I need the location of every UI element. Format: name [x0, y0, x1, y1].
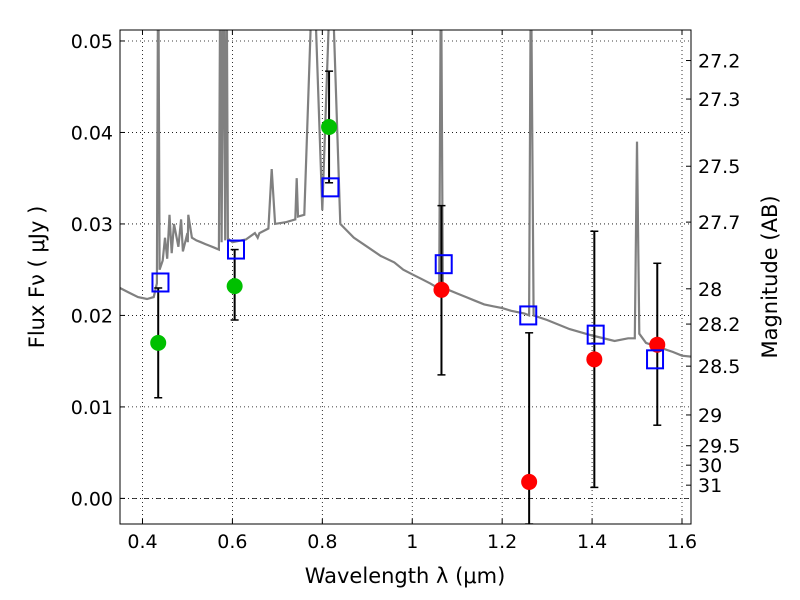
magnitude-tick-label: 27.7 — [698, 212, 740, 234]
magnitude-tick-label: 31 — [698, 475, 722, 497]
magnitude-tick-label: 28.2 — [698, 314, 740, 336]
magnitude-tick-label: 29 — [698, 405, 722, 427]
red-data-point — [433, 281, 450, 298]
x-tick-label: 0.8 — [307, 531, 337, 553]
model-square-marker — [321, 177, 340, 198]
x-tick-label: 1.4 — [577, 531, 607, 553]
plot-frame — [119, 29, 692, 525]
magnitude-tick-label: 27.5 — [698, 156, 740, 178]
y-axis-ticks: 0.00 0.01 0.02 0.03 0.04 0.05 — [71, 31, 125, 510]
x-tick-label: 1.2 — [487, 531, 517, 553]
y-tick-label: 0.01 — [71, 397, 113, 419]
magnitude-tick-label: 28 — [698, 279, 722, 301]
y-tick-label: 0.03 — [71, 214, 113, 236]
model-square-marker — [434, 254, 453, 275]
model-square-marker — [151, 272, 170, 293]
model-square-marker — [586, 324, 605, 345]
model-square-marker — [646, 349, 665, 370]
red-data-point — [521, 473, 538, 490]
red-data-point — [649, 336, 666, 353]
magnitude-tick-label: 30 — [698, 455, 722, 477]
magnitude-tick-label: 27.3 — [698, 89, 740, 111]
green-data-point — [150, 334, 167, 351]
magnitude-tick-label: 28.5 — [698, 356, 740, 378]
model-square-marker — [519, 305, 538, 326]
model-square-marker — [226, 239, 245, 260]
y-axis-label: Flux Fν ( μJy ) — [25, 206, 49, 349]
y-tick-label: 0.05 — [71, 31, 113, 53]
x-tick-label: 1 — [406, 531, 418, 553]
data-points — [150, 118, 666, 490]
x-tick-label: 1.6 — [667, 531, 697, 553]
y-tick-label: 0.02 — [71, 305, 113, 327]
y-tick-label: 0.00 — [71, 488, 113, 510]
magnitude-axis-label: Magnitude (AB) — [758, 195, 782, 358]
x-axis-ticks: 0.4 0.6 0.8 1 1.2 1.4 1.6 — [127, 30, 697, 553]
green-data-point — [321, 118, 338, 135]
green-data-point — [226, 278, 243, 295]
magnitude-tick-label: 27.2 — [698, 51, 740, 73]
error-bars — [154, 70, 662, 524]
x-tick-label: 0.6 — [217, 531, 247, 553]
grid-lines — [120, 30, 691, 524]
x-axis-label: Wavelength λ (μm) — [305, 564, 506, 588]
model-spectrum-line — [120, 30, 691, 358]
y-tick-label: 0.04 — [71, 122, 113, 144]
red-data-point — [586, 351, 603, 368]
x-tick-label: 0.4 — [127, 531, 157, 553]
magnitude-tick-label: 29.5 — [698, 436, 740, 458]
